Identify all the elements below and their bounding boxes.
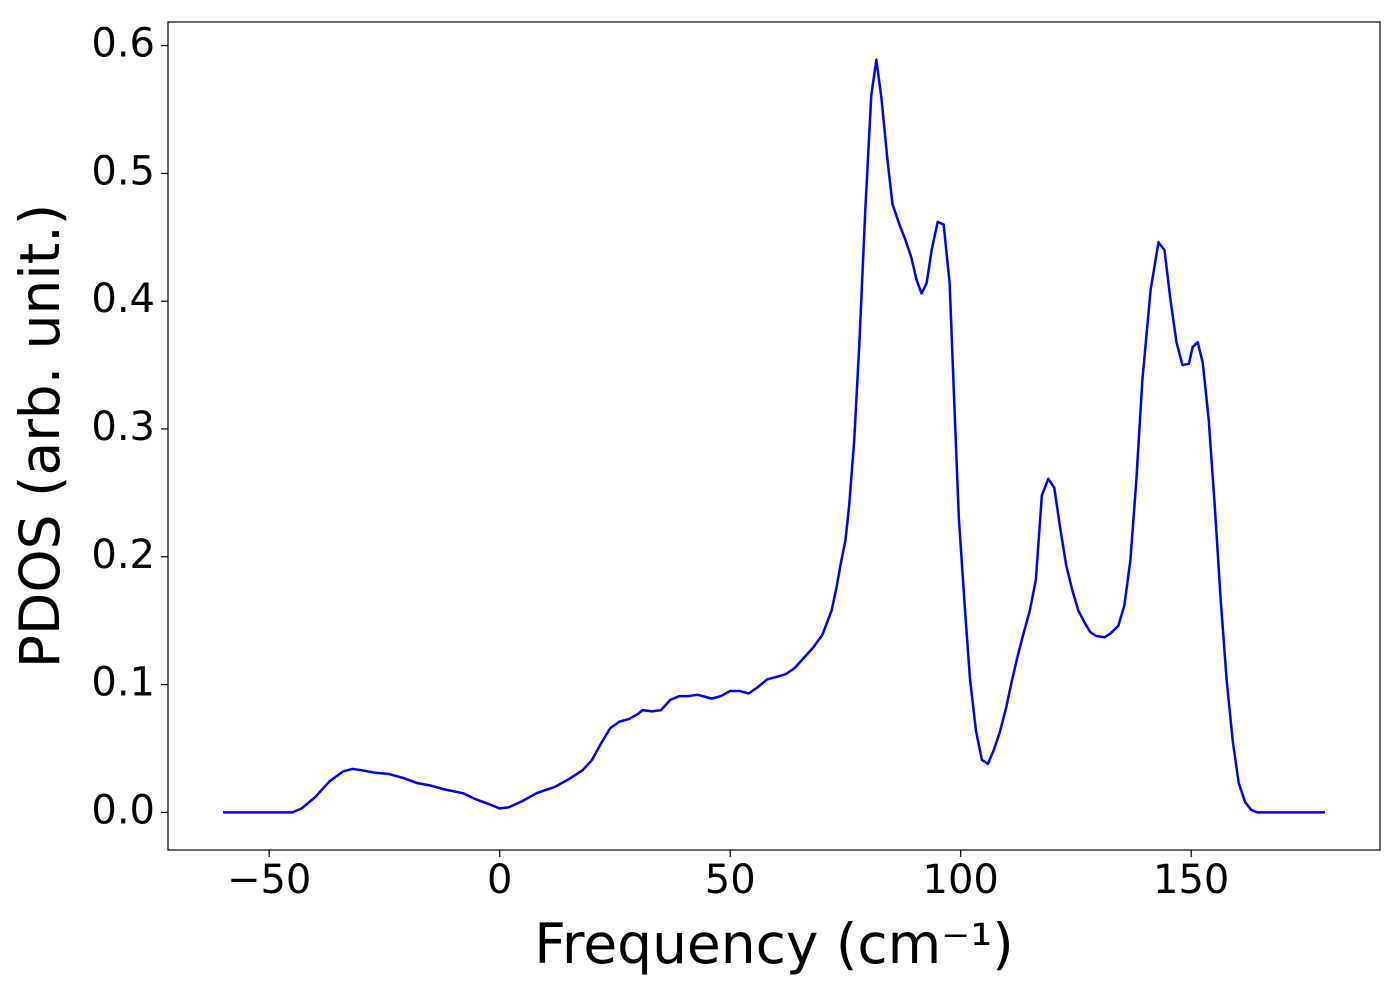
x-tick-label: −50 (227, 857, 311, 903)
y-tick-label: 0.0 (91, 787, 155, 833)
y-tick-label: 0.2 (91, 532, 155, 578)
y-tick-label: 0.4 (91, 276, 155, 322)
x-axis-label: Frequency (cm⁻¹) (534, 912, 1013, 976)
y-tick-label: 0.1 (91, 660, 155, 706)
y-tick-label: 0.3 (91, 404, 155, 450)
plot-frame (167, 21, 1381, 851)
y-tick-label: 0.5 (91, 148, 155, 194)
x-tick-label: 50 (705, 857, 756, 903)
x-tick-label: 100 (923, 857, 999, 903)
y-tick-label: 0.6 (91, 21, 155, 67)
x-tick-label: 150 (1153, 857, 1229, 903)
x-tick-label: 0 (487, 857, 512, 903)
data-line (223, 58, 1325, 814)
y-axis-label: PDOS (arb. unit.) (8, 204, 72, 668)
